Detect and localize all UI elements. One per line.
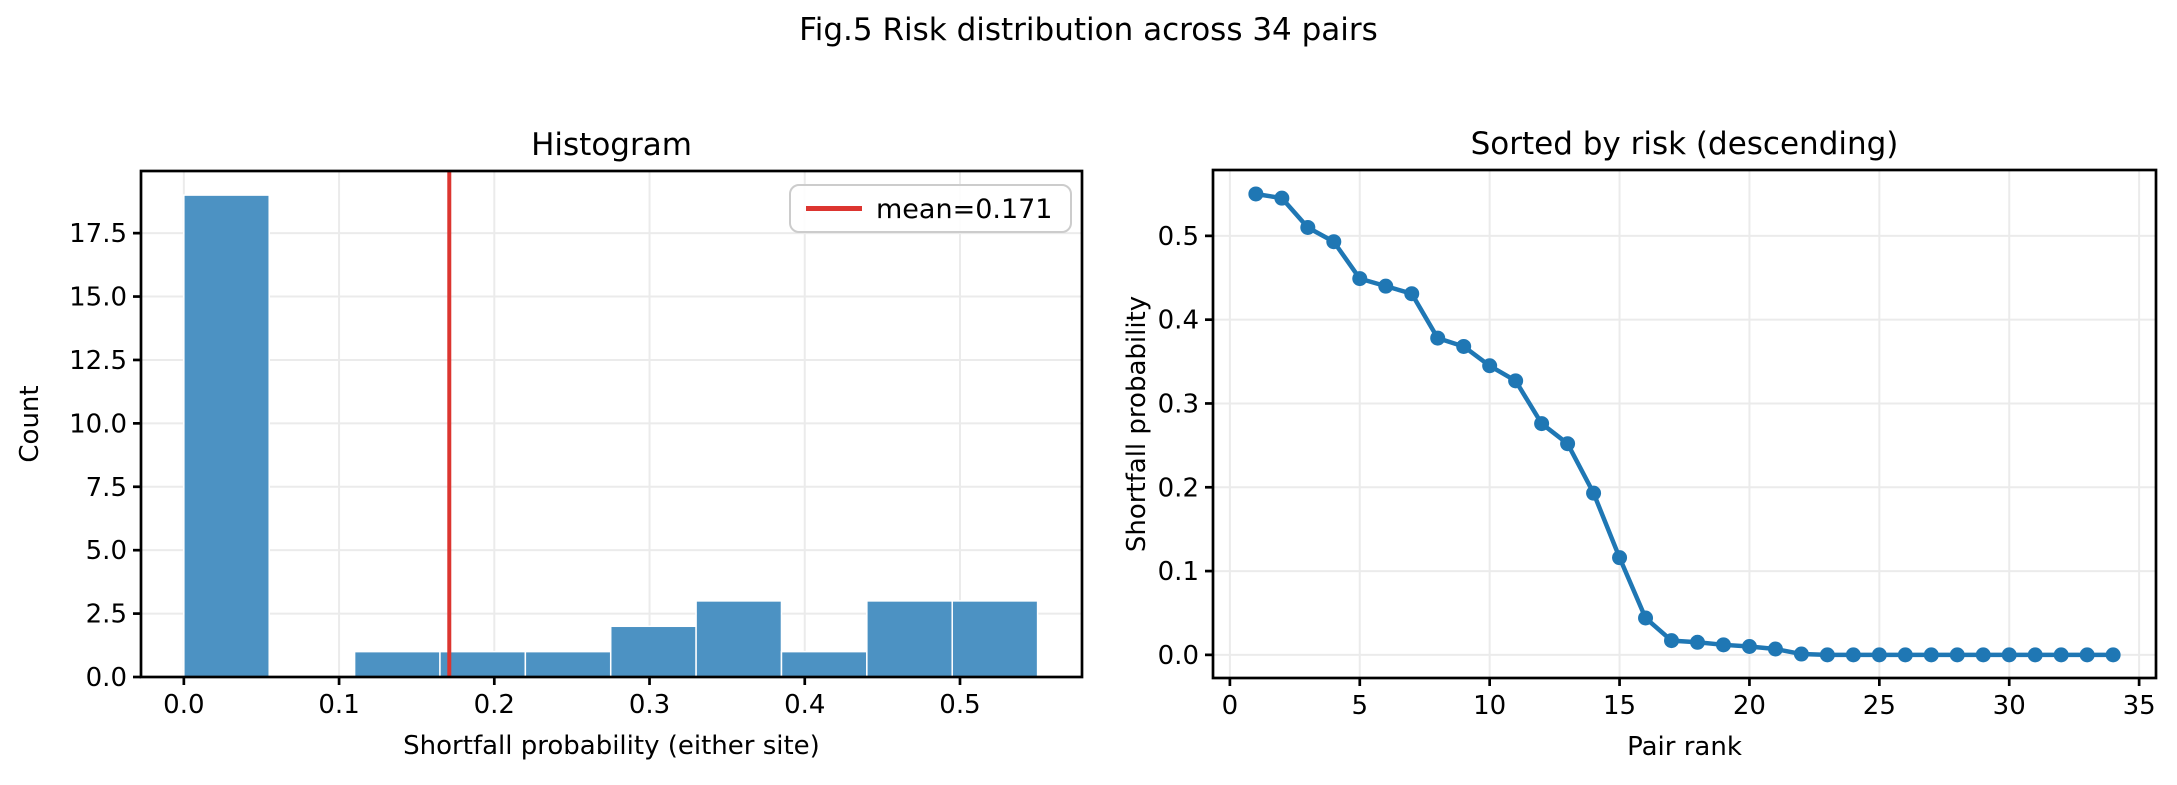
- risk-marker: [1767, 641, 1783, 657]
- y-tick-label: 2.5: [86, 600, 127, 630]
- risk-marker: [1404, 286, 1420, 302]
- risk-marker: [1612, 550, 1628, 566]
- risk-marker: [1560, 436, 1576, 452]
- risk-marker: [1949, 647, 1965, 663]
- y-tick-label: 0.3: [1158, 389, 1199, 419]
- risk-marker: [2027, 647, 2043, 663]
- histogram-bar: [695, 600, 783, 678]
- x-tick-label: 10: [1473, 691, 1506, 721]
- x-tick-label: 20: [1733, 691, 1766, 721]
- risk-marker: [1819, 647, 1835, 663]
- y-tick-label: 17.5: [69, 219, 127, 249]
- histogram-bar: [951, 600, 1039, 678]
- x-tick-label: 5: [1352, 691, 1369, 721]
- risk-marker: [1845, 647, 1861, 663]
- risk-marker: [1975, 647, 1991, 663]
- risk-marker: [1378, 278, 1394, 294]
- risk-marker: [1274, 190, 1290, 206]
- histogram-bar: [609, 625, 697, 678]
- risk-marker: [1326, 234, 1342, 250]
- risk-marker: [1715, 637, 1731, 653]
- histogram-bar: [183, 194, 270, 678]
- risk-marker: [1664, 633, 1680, 649]
- y-tick-label: 0.2: [1158, 473, 1199, 503]
- risk-marker: [1923, 647, 1939, 663]
- histogram-bar: [353, 650, 441, 678]
- x-tick-label: 0.2: [474, 690, 515, 720]
- risk-marker: [1352, 271, 1368, 287]
- x-tick-label: 0: [1222, 691, 1239, 721]
- risk-marker: [1482, 358, 1498, 374]
- subplot-title: Histogram: [531, 127, 692, 163]
- risk-marker: [2001, 647, 2017, 663]
- y-tick-label: 7.5: [86, 473, 127, 503]
- x-tick-label: 0.0: [163, 690, 204, 720]
- histogram-bar: [866, 600, 953, 678]
- y-tick-label: 0.4: [1158, 306, 1199, 336]
- y-tick-label: 0.0: [1158, 641, 1199, 671]
- risk-marker: [1508, 373, 1524, 389]
- risk-marker: [1897, 647, 1913, 663]
- histogram-bar: [439, 650, 527, 678]
- y-tick-label: 0.5: [1158, 222, 1199, 252]
- x-tick-label: 0.4: [784, 690, 825, 720]
- risk-marker: [1248, 186, 1264, 202]
- x-axis-label: Pair rank: [1627, 732, 1742, 762]
- risk-marker: [1638, 610, 1654, 626]
- risk-marker: [1534, 416, 1550, 432]
- x-axis-label: Shortfall probability (either site): [403, 731, 820, 761]
- risk-marker: [1741, 638, 1757, 654]
- risk-marker: [2079, 647, 2095, 663]
- rank-subplot: 0 5 10 15 20 25 30 35 0.0 0.1 0.2 0.3 0.4 0.5 Sorted b…: [1122, 126, 2158, 762]
- y-tick-label: 12.5: [69, 346, 127, 376]
- figure-title: Fig.5 Risk distribution across 34 pairs: [799, 12, 1378, 48]
- y-tick-label: 0.1: [1158, 557, 1199, 587]
- risk-marker: [1430, 330, 1446, 346]
- risk-marker: [2105, 647, 2121, 663]
- y-tick-label: 5.0: [86, 536, 127, 566]
- y-tick-label: 15.0: [69, 283, 127, 313]
- risk-marker: [2053, 647, 2069, 663]
- axes-spines: [1211, 168, 2158, 680]
- risk-marker: [1300, 219, 1316, 235]
- y-tick-label: 10.0: [69, 409, 127, 439]
- risk-marker: [1586, 485, 1602, 501]
- subplot-title: Sorted by risk (descending): [1471, 126, 1899, 162]
- histogram-bar: [780, 650, 868, 678]
- histogram-bar: [524, 650, 612, 678]
- y-axis-label: Shortfall probability: [1122, 296, 1152, 552]
- x-tick-label: 0.3: [629, 690, 670, 720]
- y-axis-label: Count: [15, 385, 45, 462]
- legend-box: [789, 184, 1072, 233]
- risk-marker: [1871, 647, 1887, 663]
- x-tick-label: 0.5: [939, 690, 980, 720]
- x-tick-label: 30: [1993, 691, 2026, 721]
- y-tick-label: 0.0: [86, 663, 127, 693]
- histogram-subplot: 0.0 0.1 0.2 0.3 0.4 0.5 0.0 2.5 5.0 7.5 10.0 12.5 15…: [15, 127, 1084, 761]
- risk-marker: [1689, 634, 1705, 650]
- legend-mean-label: mean=0.171: [876, 194, 1053, 225]
- legend: mean=0.171: [789, 184, 1072, 233]
- risk-marker: [1793, 646, 1809, 662]
- x-tick-label: 15: [1603, 691, 1636, 721]
- x-tick-label: 35: [2123, 691, 2156, 721]
- risk-marker: [1456, 338, 1472, 354]
- risk-line: [1255, 191, 2114, 658]
- x-tick-label: 25: [1863, 691, 1896, 721]
- x-tick-label: 0.1: [318, 690, 359, 720]
